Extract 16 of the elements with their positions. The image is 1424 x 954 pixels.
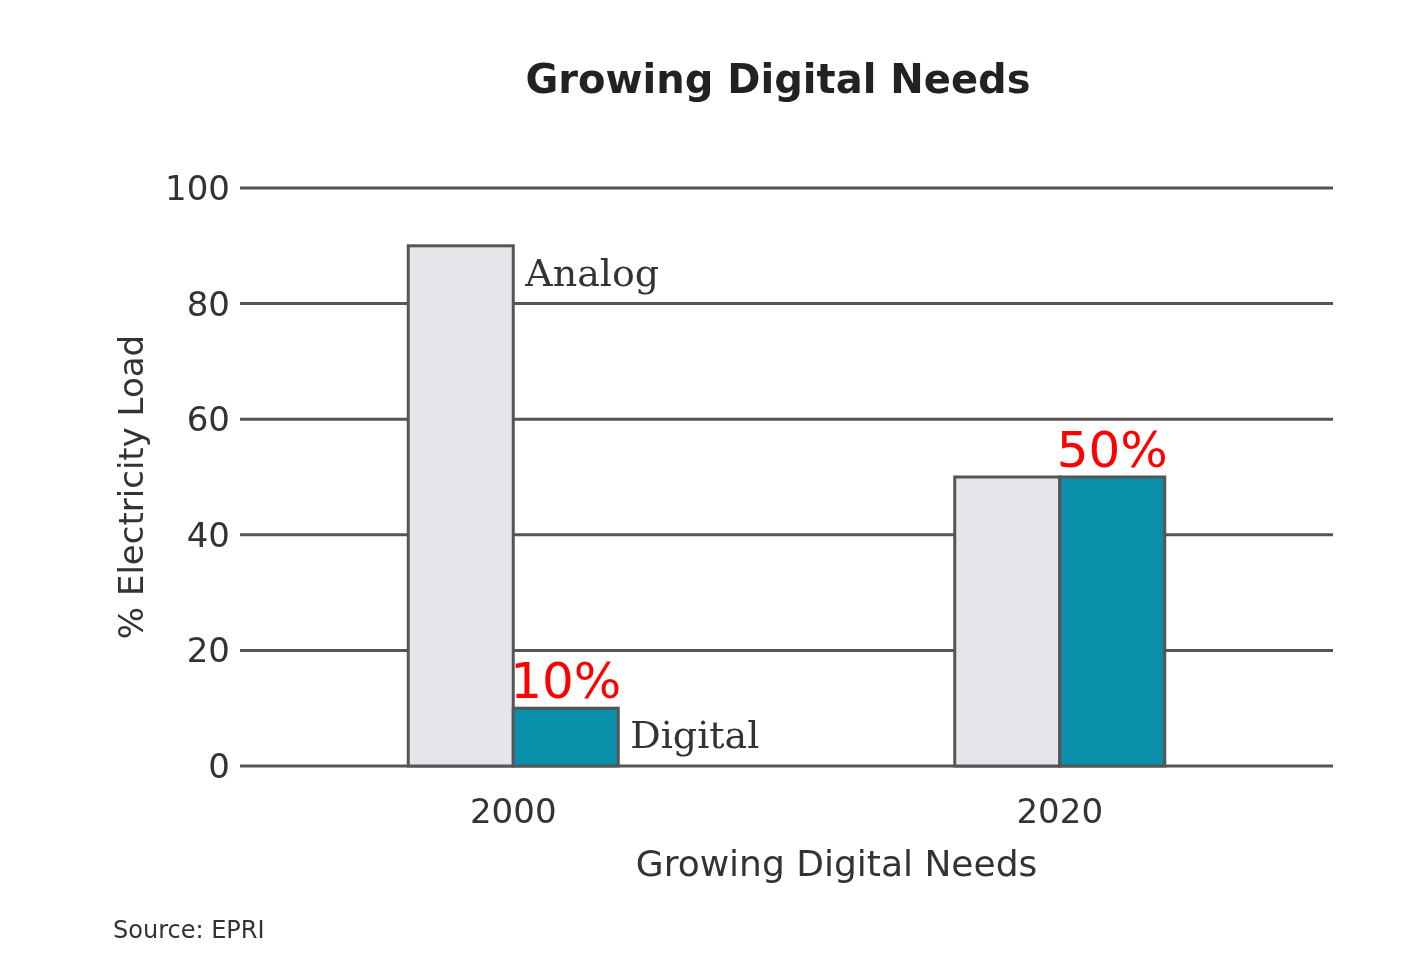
y-tick-label: 80 [186,283,230,324]
source-note: Source: EPRI [113,916,265,944]
y-tick-label: 100 [165,167,230,208]
series-label: Digital [630,713,760,758]
x-tick-label: 2020 [1016,791,1104,831]
y-tick-label: 40 [186,514,230,555]
y-axis-title: % Electricity Load [111,334,151,640]
x-axis-title: Growing Digital Needs [635,843,1038,884]
chart-title: Growing Digital Needs [525,56,1031,102]
y-tick-label: 0 [208,745,230,786]
y-tick-label: 20 [186,630,230,671]
x-tick-label: 2000 [469,791,557,831]
data-label: 50% [1056,421,1168,479]
data-label: 10% [510,652,622,711]
y-tick-label: 60 [186,399,230,440]
series-label: Analog [524,250,660,295]
